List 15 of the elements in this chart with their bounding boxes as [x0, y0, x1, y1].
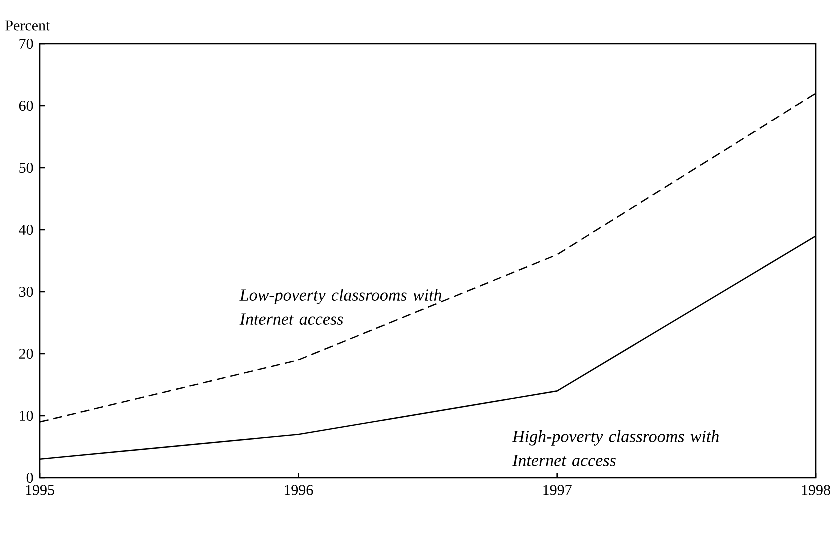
x-tick-label: 1998	[802, 485, 830, 496]
y-tick-label: 60	[19, 100, 34, 112]
y-tick-label: 50	[20, 162, 34, 174]
series-label: Low-poverty classrooms with Internet access	[240, 289, 442, 325]
series-label: High-poverty classrooms with Internet access	[512, 430, 719, 466]
y-tick-label: 20	[19, 348, 34, 360]
y-axis-title: Percent	[6, 20, 50, 31]
x-tick-label: 1995	[26, 485, 54, 496]
y-tick-label: 0	[26, 472, 34, 484]
x-tick-label: 1996	[284, 485, 314, 496]
y-tick-label: 40	[19, 224, 34, 236]
y-tick-label: 70	[20, 38, 34, 50]
y-tick-label: 10	[20, 410, 34, 422]
x-tick-label: 1997	[544, 485, 572, 496]
y-tick-label: 30	[20, 286, 34, 298]
